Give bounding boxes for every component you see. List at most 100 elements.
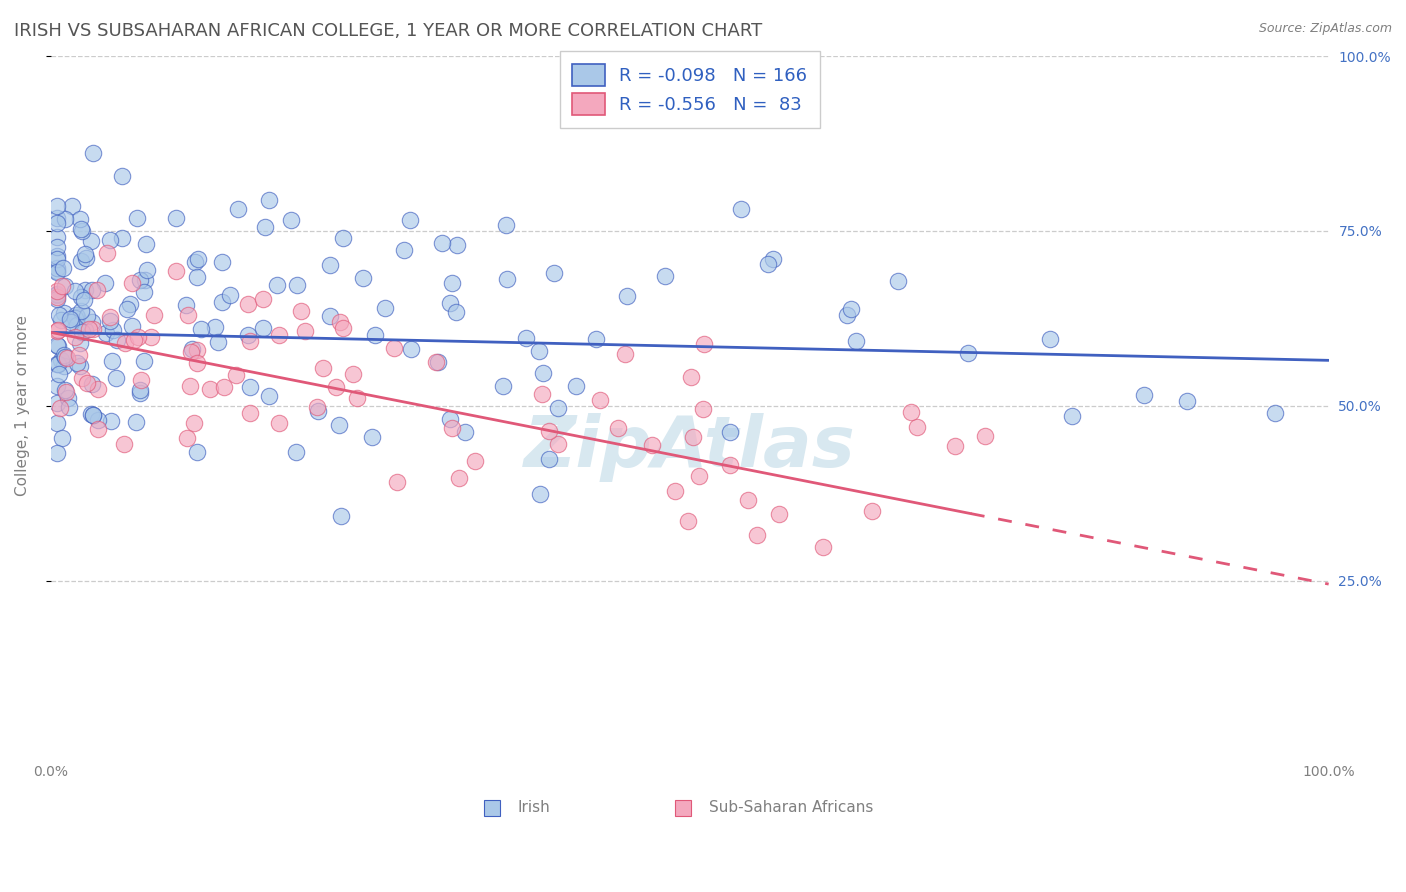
Point <box>905 419 928 434</box>
Point <box>105 333 128 347</box>
Point <box>382 341 405 355</box>
Point <box>439 412 461 426</box>
Point <box>681 370 703 384</box>
Text: Source: ZipAtlas.com: Source: ZipAtlas.com <box>1258 22 1392 36</box>
Point <box>179 379 201 393</box>
Point <box>307 400 329 414</box>
Point <box>174 297 197 311</box>
Point <box>118 297 141 311</box>
Point <box>46 323 69 337</box>
Point <box>187 252 209 267</box>
Point <box>1062 409 1084 424</box>
Point <box>101 322 124 336</box>
Point <box>606 421 628 435</box>
Point <box>183 416 205 430</box>
Point <box>537 425 560 439</box>
Point <box>82 408 104 422</box>
Point <box>125 211 148 226</box>
Point <box>211 254 233 268</box>
Point <box>122 333 145 347</box>
Point <box>325 380 347 394</box>
Point <box>239 334 262 348</box>
Point <box>319 258 342 272</box>
Point <box>225 368 247 382</box>
Point <box>135 237 157 252</box>
Point <box>101 354 124 368</box>
Point <box>60 315 83 329</box>
Point <box>330 508 353 523</box>
Point <box>543 266 565 280</box>
Point <box>737 493 759 508</box>
Point <box>440 276 463 290</box>
Point <box>121 276 143 290</box>
Point <box>239 380 262 394</box>
Point <box>616 289 638 303</box>
Point <box>98 314 121 328</box>
Point <box>943 439 966 453</box>
Point <box>654 269 676 284</box>
Point <box>860 503 883 517</box>
Point <box>385 475 408 490</box>
Point <box>900 404 922 418</box>
Point <box>394 244 416 258</box>
Point <box>839 301 862 316</box>
Point <box>80 407 103 421</box>
Point <box>693 337 716 351</box>
Point <box>342 368 364 382</box>
Point <box>186 270 208 285</box>
Point <box>87 382 110 396</box>
Point <box>165 264 187 278</box>
Point <box>319 309 342 323</box>
Point <box>82 322 104 336</box>
Point <box>79 321 101 335</box>
Point <box>811 540 834 554</box>
Point <box>46 211 69 226</box>
Point <box>219 288 242 302</box>
Point <box>527 344 550 359</box>
Point <box>236 297 259 311</box>
Point <box>401 342 423 356</box>
Point <box>641 437 664 451</box>
Point <box>86 283 108 297</box>
Point <box>254 220 277 235</box>
Point <box>53 279 76 293</box>
Point <box>121 319 143 334</box>
Point <box>332 231 354 245</box>
Point <box>55 384 77 399</box>
Point <box>134 285 156 300</box>
Point <box>72 325 94 339</box>
Point <box>52 306 75 320</box>
Point <box>352 271 374 285</box>
Point <box>176 431 198 445</box>
Point <box>730 202 752 216</box>
Point <box>768 507 790 521</box>
Point <box>46 357 69 371</box>
Point <box>186 343 208 357</box>
Point <box>55 351 77 365</box>
Point <box>165 211 187 225</box>
Point <box>94 326 117 340</box>
Point <box>46 261 69 276</box>
Point <box>585 333 607 347</box>
Legend: R = -0.098   N = 166, R = -0.556   N =  83: R = -0.098 N = 166, R = -0.556 N = 83 <box>560 51 820 128</box>
Point <box>290 304 312 318</box>
Point <box>280 212 302 227</box>
Point <box>46 264 69 278</box>
Point <box>115 301 138 316</box>
Point <box>66 318 89 332</box>
Point <box>53 212 76 227</box>
Point <box>69 359 91 373</box>
Point <box>82 283 104 297</box>
Point <box>886 275 908 289</box>
Point <box>190 321 212 335</box>
Point <box>82 145 104 160</box>
Point <box>53 359 76 373</box>
Point <box>294 324 316 338</box>
Point <box>139 330 162 344</box>
Point <box>328 417 350 432</box>
Point <box>52 261 75 276</box>
Point <box>73 293 96 308</box>
Point <box>67 348 90 362</box>
Point <box>1264 406 1286 420</box>
Point <box>69 336 91 351</box>
